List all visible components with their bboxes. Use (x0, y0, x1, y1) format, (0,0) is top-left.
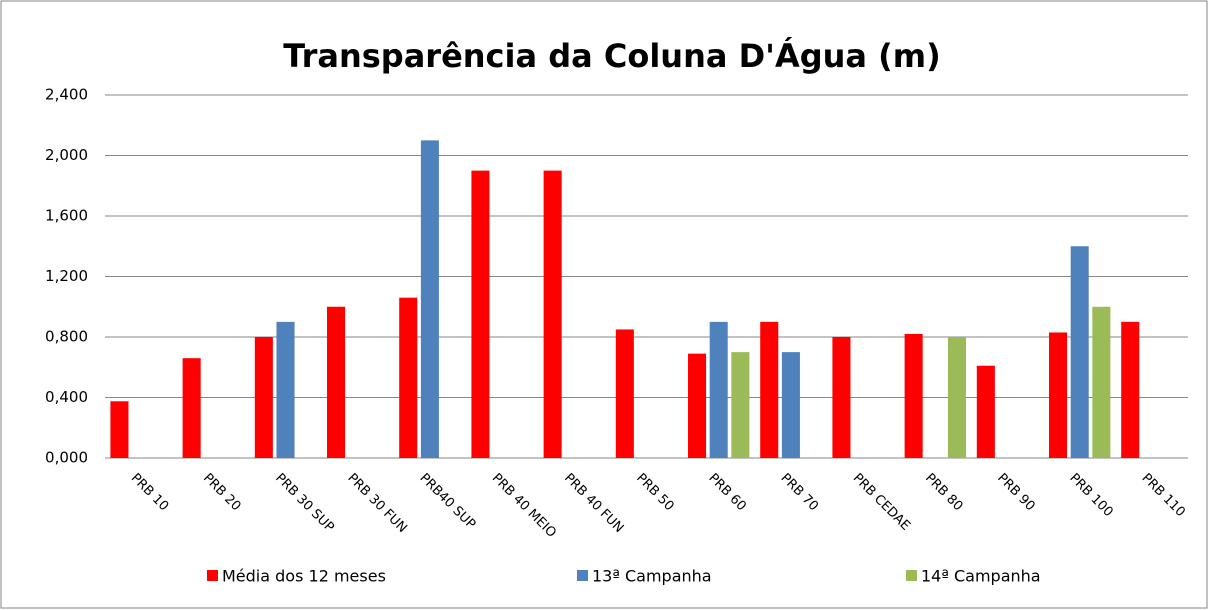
bar (110, 401, 129, 458)
legend-swatch (906, 570, 917, 581)
bar (276, 321, 295, 458)
y-tick-label: 1,200 (45, 267, 88, 285)
bar (399, 297, 418, 458)
legend-swatch (207, 570, 218, 581)
bar (731, 352, 750, 458)
bar (471, 170, 490, 458)
y-tick-label: 2,000 (45, 146, 88, 164)
y-tick-label: 2,400 (45, 86, 88, 104)
bar (1121, 321, 1140, 458)
legend-label: 14ª Campanha (921, 567, 1041, 586)
bar (904, 333, 923, 458)
bar (832, 337, 851, 458)
bar (254, 337, 273, 458)
bar (976, 365, 995, 458)
bar (1092, 306, 1111, 458)
bar (543, 170, 562, 458)
y-tick-label: 1,600 (45, 207, 88, 225)
bar (709, 321, 728, 458)
y-tick-label: 0,400 (45, 388, 88, 406)
bar (688, 353, 707, 458)
y-tick-label: 0,800 (45, 328, 88, 346)
bar (1070, 246, 1089, 458)
bar (947, 337, 966, 458)
bar (182, 358, 201, 458)
bar (1049, 332, 1068, 458)
chart-title: Transparência da Coluna D'Água (m) (283, 37, 940, 75)
bar (327, 306, 346, 458)
legend-label: Média dos 12 meses (222, 567, 386, 586)
bar (781, 352, 800, 458)
y-tick-label: 0,000 (45, 449, 88, 467)
legend-swatch (577, 570, 588, 581)
legend-label: 13ª Campanha (592, 567, 712, 586)
bar (615, 329, 634, 458)
bar (420, 140, 439, 458)
bar (760, 321, 779, 458)
